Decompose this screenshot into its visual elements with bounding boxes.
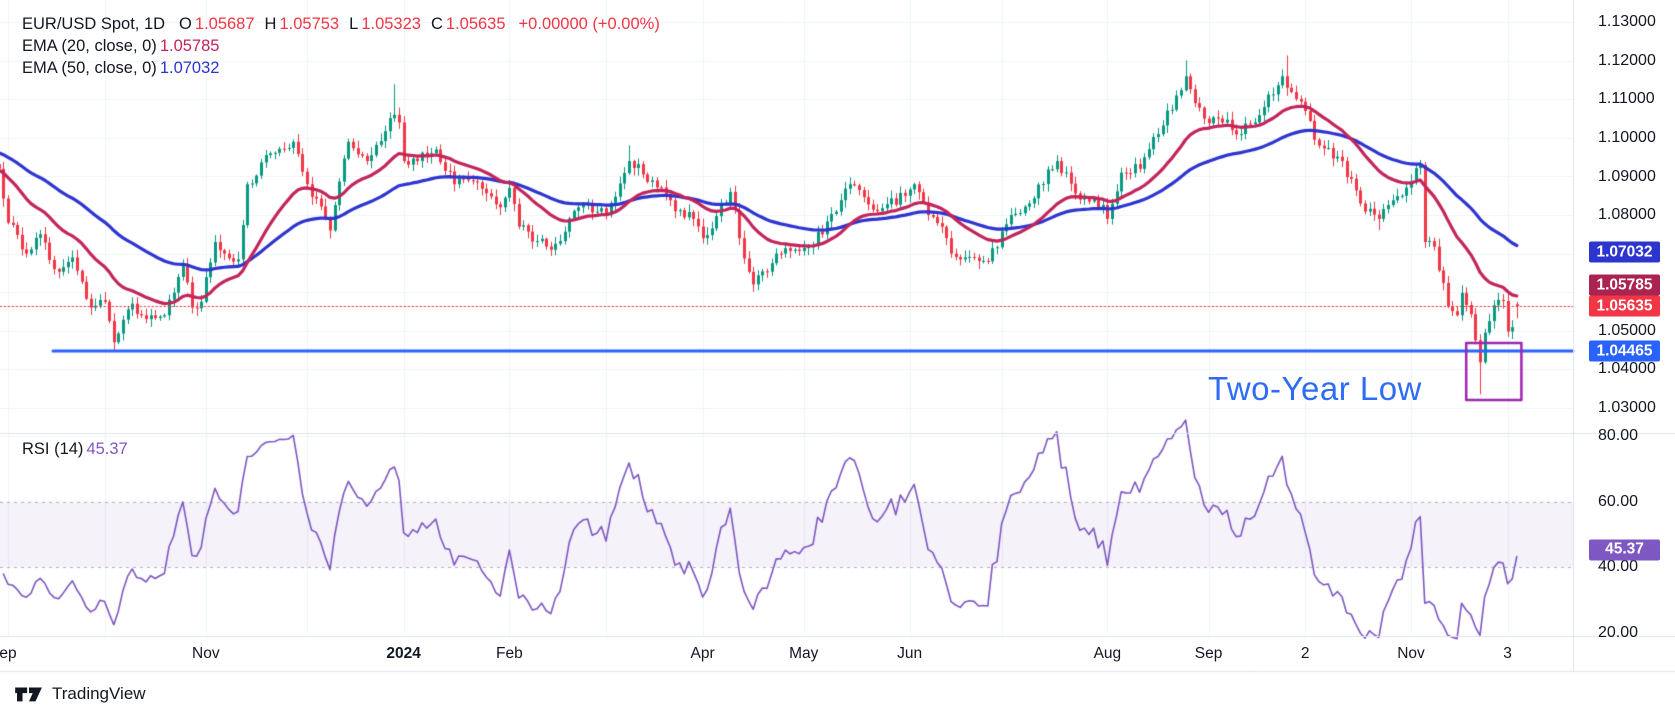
rsi-value: 45.37 [86, 439, 128, 458]
close-value: 1.05635 [445, 14, 506, 33]
price-badge: 1.04465 [1589, 340, 1660, 362]
rsi-legend: RSI (14) 45.37 [22, 438, 128, 460]
time-tick: Sep [1194, 645, 1223, 662]
symbol-legend: EUR/USD Spot, 1D O 1.05687 H 1.05753 L 1.05… [22, 13, 660, 79]
time-tick: Aug [1093, 645, 1122, 662]
time-tick: Jun [897, 645, 923, 662]
time-tick: Feb [496, 645, 523, 662]
rsi-tick: 20.00 [1598, 624, 1639, 641]
price-badge: 1.07032 [1589, 241, 1660, 263]
rsi-tick: 60.00 [1598, 492, 1639, 510]
time-tick: Nov [192, 645, 220, 662]
tradingview-brand-text[interactable]: TradingView [52, 684, 146, 703]
ema50-row: EMA (50, close, 0) 1.07032 [22, 57, 660, 79]
time-tick: Nov [1397, 645, 1425, 662]
time-scale[interactable]: ep Nov 2024 Feb Apr May Jun Aug Sep 2 Nov 3 [0, 636, 1573, 672]
rsi-label: RSI (14) [22, 439, 84, 458]
rsi-row: RSI (14) 45.37 [22, 438, 128, 460]
ema50-value: 1.07032 [159, 58, 220, 77]
time-tick: 2024 [386, 645, 421, 662]
time-tick: 2 [1300, 645, 1310, 662]
ohlc-row: EUR/USD Spot, 1D O 1.05687 H 1.05753 L 1.05… [22, 13, 660, 35]
symbol-title: EUR/USD Spot, 1D [22, 14, 166, 33]
high-pair: H 1.05753 [264, 14, 340, 33]
price-tick: 1.03000 [1598, 398, 1656, 416]
price-tick: 1.10000 [1598, 128, 1656, 146]
rsi-tick: 80.00 [1598, 427, 1639, 444]
time-tick: Apr [690, 645, 715, 662]
price-scale[interactable]: 1.13000 1.12000 1.11000 1.10000 1.09000 1.080… [1573, 0, 1675, 672]
change-value: +0.00000 (+0.00%) [518, 14, 660, 33]
price-badge: 1.05635 [1589, 295, 1660, 317]
time-tick: 3 [1503, 645, 1512, 662]
price-tick: 1.08000 [1598, 206, 1656, 224]
open-pair: O 1.05687 [179, 14, 255, 33]
open-value: 1.05687 [194, 14, 255, 33]
low-value: 1.05323 [361, 14, 421, 33]
rsi-tick: 40.00 [1598, 558, 1639, 576]
price-tick: 1.05000 [1598, 321, 1656, 339]
price-tick: 1.12000 [1598, 51, 1656, 69]
price-tick: 1.11000 [1598, 90, 1655, 108]
ema20-row: EMA (20, close, 0) 1.05785 [22, 35, 660, 57]
tradingview-logo[interactable] [14, 682, 44, 706]
price-tick: 1.13000 [1598, 13, 1656, 31]
ema20-value: 1.05785 [159, 36, 220, 55]
price-badge: 1.05785 [1589, 274, 1660, 296]
low-pair: L 1.05323 [349, 14, 421, 33]
footer: TradingView [14, 682, 146, 706]
close-pair: C 1.05635 [430, 14, 506, 33]
time-tick: ep [0, 645, 17, 662]
price-tick: 1.09000 [1598, 167, 1656, 185]
high-value: 1.05753 [279, 14, 340, 33]
two-year-low-annotation: Two-Year Low [1208, 370, 1422, 407]
price-tick: 1.04000 [1598, 360, 1656, 378]
rsi-badge: 45.37 [1589, 539, 1660, 561]
time-tick: May [789, 645, 819, 662]
ema20-label: EMA (20, close, 0) [22, 36, 157, 55]
ema50-label: EMA (50, close, 0) [22, 58, 157, 77]
